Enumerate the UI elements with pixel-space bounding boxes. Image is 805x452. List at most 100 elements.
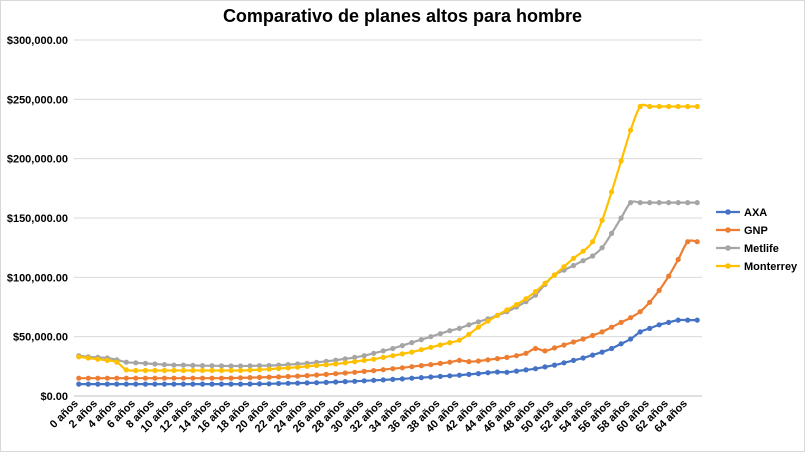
data-point <box>123 375 129 381</box>
data-point <box>85 355 91 361</box>
data-point <box>371 350 377 356</box>
data-point <box>647 299 653 305</box>
data-point <box>675 200 681 206</box>
data-point <box>361 368 367 374</box>
legend-marker <box>725 227 731 233</box>
data-point <box>199 363 206 369</box>
y-tick-label: $50,000.00 <box>13 332 68 344</box>
data-point <box>466 359 472 365</box>
data-point <box>656 322 662 328</box>
data-point <box>171 367 177 374</box>
data-point <box>485 318 491 324</box>
data-point <box>409 349 415 355</box>
data-point <box>342 356 348 362</box>
data-point <box>561 264 567 270</box>
data-point <box>333 379 339 385</box>
data-point <box>342 370 348 376</box>
data-point <box>276 380 282 387</box>
data-point <box>123 367 129 373</box>
data-point <box>256 374 263 380</box>
data-point <box>504 354 510 360</box>
data-point <box>532 289 539 295</box>
data-point <box>637 200 643 206</box>
data-point <box>209 367 215 374</box>
data-point <box>371 377 377 383</box>
y-tick-label: $150,000.00 <box>7 213 68 225</box>
data-point <box>190 362 196 368</box>
data-point <box>323 362 329 368</box>
data-point <box>190 381 196 387</box>
legend-label: Monterrey <box>744 261 798 273</box>
data-point <box>532 366 539 372</box>
data-point <box>590 253 596 259</box>
data-point <box>295 380 301 386</box>
data-point <box>323 379 329 385</box>
data-point <box>247 375 253 381</box>
data-point <box>123 359 129 365</box>
data-point <box>352 378 358 384</box>
data-point <box>133 367 139 374</box>
data-point <box>266 374 272 380</box>
data-point <box>694 103 700 110</box>
data-point <box>628 315 634 321</box>
data-point <box>104 381 110 387</box>
data-point <box>85 381 91 387</box>
data-point <box>656 287 662 293</box>
data-point <box>551 362 558 368</box>
data-point <box>428 334 434 340</box>
data-point <box>390 345 396 352</box>
data-point <box>171 375 177 381</box>
data-point <box>694 239 700 245</box>
data-point <box>323 371 329 377</box>
data-point <box>114 359 120 365</box>
data-point <box>609 324 615 330</box>
data-point <box>580 355 586 361</box>
y-tick-label: $250,000.00 <box>7 94 68 106</box>
data-point <box>228 363 234 369</box>
data-point <box>180 381 186 387</box>
data-point <box>437 373 443 379</box>
data-point <box>190 367 196 374</box>
data-point <box>142 367 148 374</box>
data-point <box>314 380 320 386</box>
data-point <box>647 325 653 331</box>
data-point <box>523 296 529 302</box>
series-monterrey <box>76 103 700 374</box>
data-point <box>637 309 643 315</box>
data-point <box>647 103 653 110</box>
data-point <box>352 354 358 360</box>
legend-item-gnp: GNP <box>716 225 768 237</box>
data-point <box>228 381 234 387</box>
data-point <box>209 381 215 387</box>
data-point <box>599 329 605 335</box>
data-point <box>647 200 653 206</box>
data-point <box>685 239 691 245</box>
data-point <box>237 375 244 381</box>
data-point <box>304 363 310 369</box>
data-point <box>228 367 234 374</box>
data-point <box>609 189 615 195</box>
data-point <box>399 343 405 349</box>
data-point <box>580 336 586 342</box>
data-point <box>561 342 567 348</box>
data-point <box>304 373 310 379</box>
data-point <box>256 363 263 369</box>
data-point <box>475 358 481 364</box>
data-point <box>513 353 520 359</box>
data-point <box>666 319 672 325</box>
legend-marker <box>725 245 731 251</box>
data-point <box>133 375 139 381</box>
data-point <box>342 360 348 366</box>
data-point <box>209 375 215 381</box>
data-point <box>609 230 615 236</box>
data-point <box>333 357 339 363</box>
data-point <box>276 365 282 372</box>
legend-item-metlife: Metlife <box>716 243 779 255</box>
data-point <box>295 364 301 370</box>
data-point <box>466 331 472 337</box>
data-point <box>570 339 577 345</box>
data-point <box>247 363 253 369</box>
legend-item-axa: AXA <box>716 207 767 219</box>
data-point <box>199 381 206 387</box>
data-point <box>333 371 339 377</box>
